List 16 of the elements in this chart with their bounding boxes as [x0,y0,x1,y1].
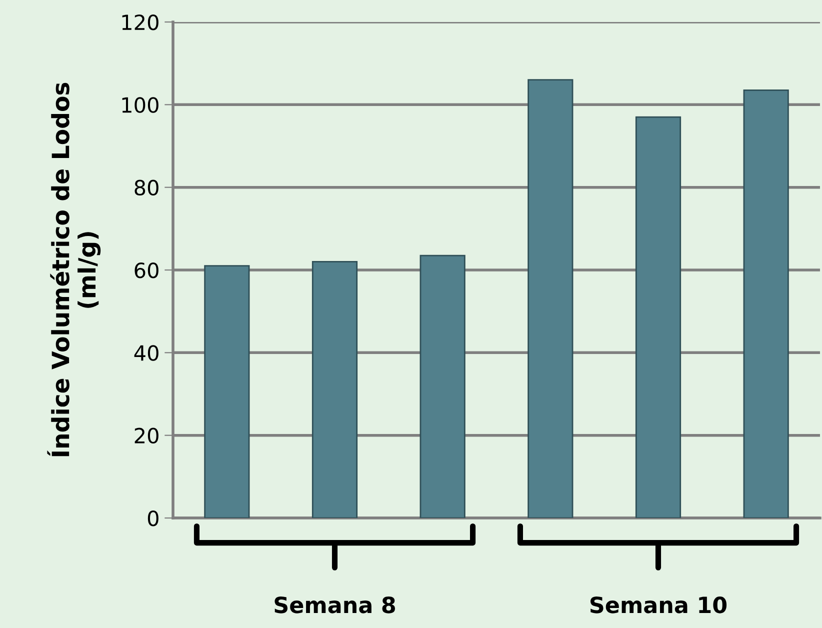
y-tick-label: 60 [134,262,158,278]
y-tick-label: 20 [134,428,158,444]
bar [312,261,358,518]
y-tick-label: 40 [134,345,158,361]
y-tick-label: 120 [122,14,158,30]
bar [420,254,466,518]
bar [528,79,574,518]
text: Semana 10 [590,596,727,614]
bar [743,90,789,518]
y-tick-label: 0 [148,510,158,526]
bar [204,265,250,518]
y-axis-title: Índice Volumétrico de Lodos (ml/g) [47,82,101,456]
bar [635,116,682,518]
y-tick-label: 100 [122,97,158,113]
text: Semana 8 [274,596,395,614]
y-tick-label: 80 [134,180,158,196]
